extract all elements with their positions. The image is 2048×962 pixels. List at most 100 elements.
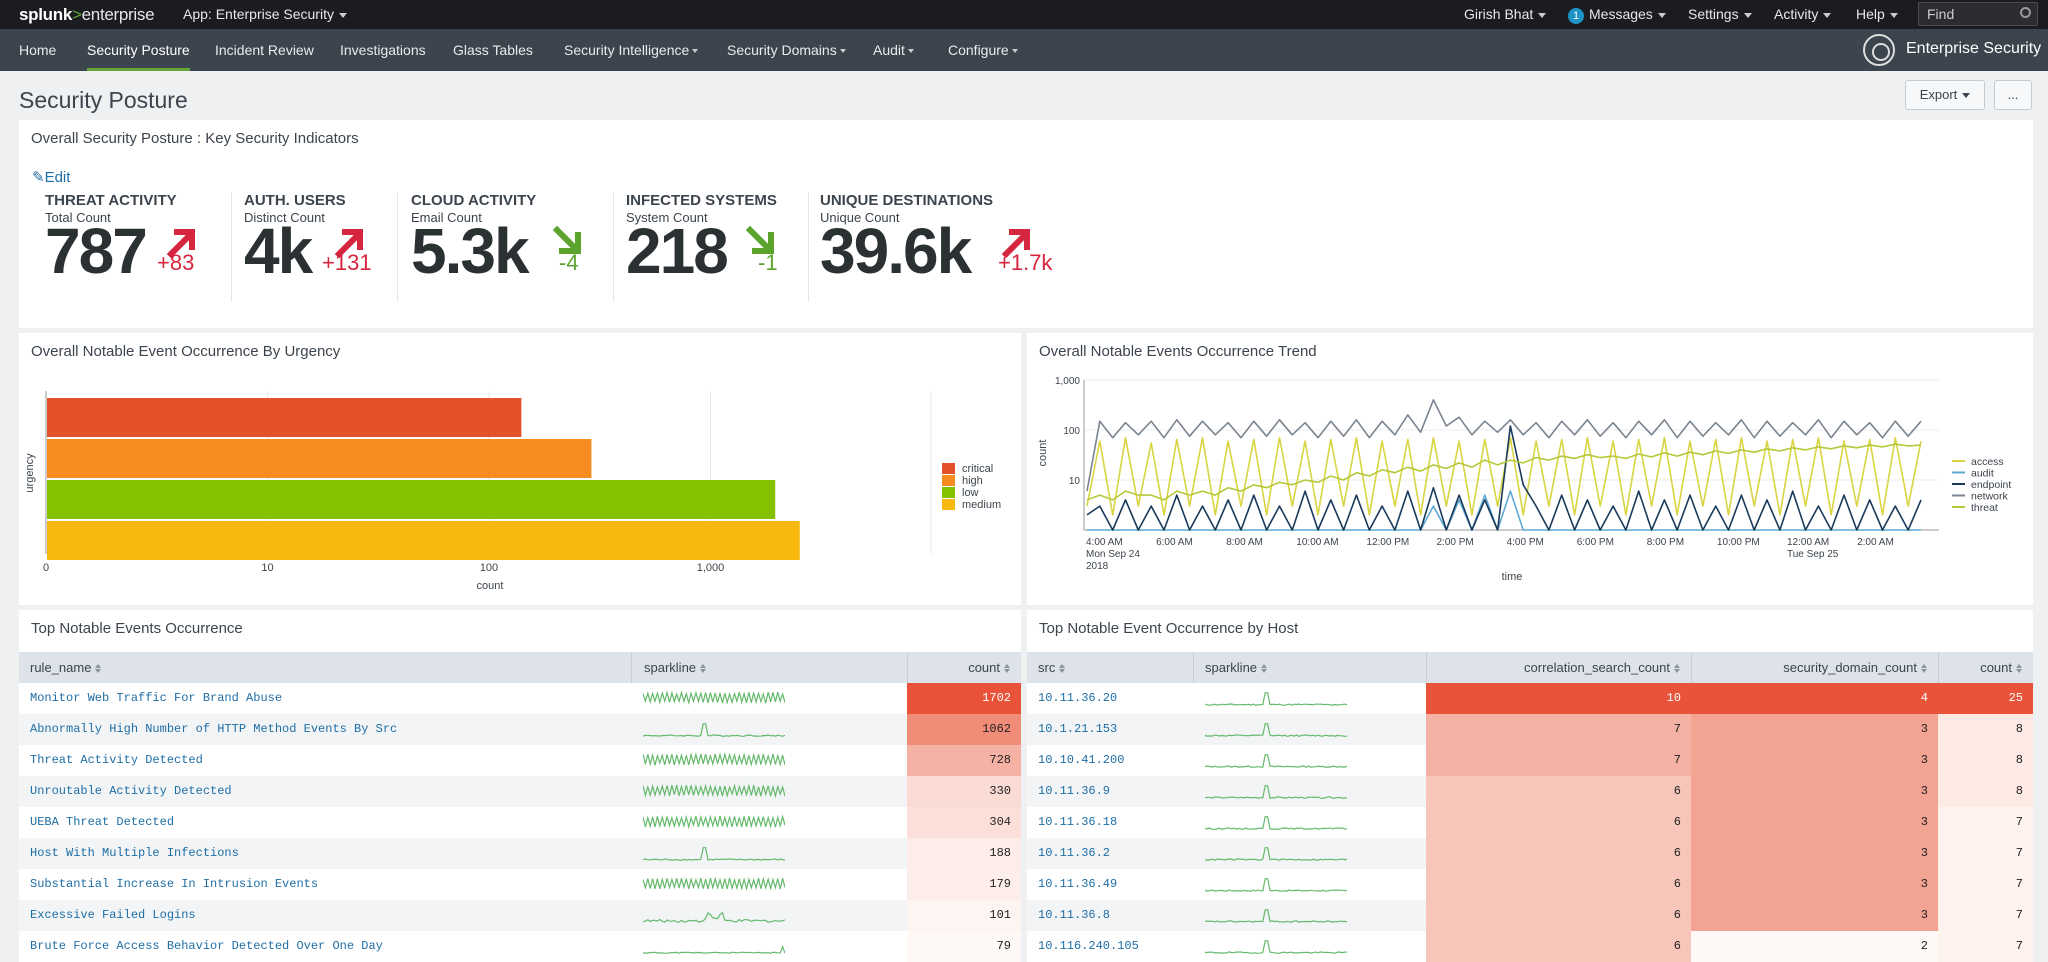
- table-row[interactable]: 10.11.36.18 6 3 7: [1027, 807, 2033, 838]
- table-row[interactable]: 10.11.36.49 6 3 7: [1027, 869, 2033, 900]
- top-bar: splunk>enterprise App: Enterprise Securi…: [0, 0, 2048, 29]
- rule-name-link[interactable]: Brute Force Access Behavior Detected Ove…: [30, 939, 383, 953]
- bar-medium: [47, 521, 800, 560]
- src-link[interactable]: 10.11.36.2: [1038, 846, 1111, 860]
- column-header-sparkline[interactable]: sparkline: [1193, 652, 1426, 683]
- table-row[interactable]: Unroutable Activity Detected 330: [19, 776, 1021, 807]
- table-row[interactable]: 10.10.41.200 7 3 8: [1027, 745, 2033, 776]
- messages-menu[interactable]: 1 Messages: [1568, 6, 1666, 24]
- table-row[interactable]: 10.11.36.20 10 4 25: [1027, 683, 2033, 714]
- sparkline-line: [1205, 785, 1348, 799]
- sparkline-chart: [643, 911, 786, 923]
- bar-critical: [47, 398, 522, 437]
- src-link[interactable]: 10.116.240.105: [1038, 939, 1139, 953]
- nav-glass-tables[interactable]: Glass Tables: [453, 42, 533, 58]
- table-row[interactable]: 10.11.36.9 6 3 8: [1027, 776, 2033, 807]
- sort-icon: [700, 664, 707, 674]
- app-menu[interactable]: App: Enterprise Security: [183, 6, 347, 22]
- table-row[interactable]: Abnormally High Number of HTTP Method Ev…: [19, 714, 1021, 745]
- nav-home[interactable]: Home: [19, 42, 57, 58]
- sparkline-chart: [1205, 940, 1347, 954]
- rule-name-link[interactable]: UEBA Threat Detected: [30, 815, 175, 829]
- kpi-unique-destinations[interactable]: UNIQUE DESTINATIONS Unique Count 39.6k +…: [820, 192, 1052, 302]
- table-row[interactable]: 10.11.36.2 6 3 7: [1027, 838, 2033, 869]
- search-icon[interactable]: [2020, 7, 2031, 18]
- rule-name-link[interactable]: Abnormally High Number of HTTP Method Ev…: [30, 722, 398, 736]
- src-link[interactable]: 10.1.21.153: [1038, 722, 1118, 736]
- count-cell: 101: [907, 900, 1021, 931]
- rule-name-link[interactable]: Unroutable Activity Detected: [30, 784, 232, 798]
- find-input[interactable]: Find: [1918, 2, 2038, 26]
- nav-security-intelligence[interactable]: Security Intelligence: [564, 42, 699, 58]
- rule-name-link[interactable]: Monitor Web Traffic For Brand Abuse: [30, 691, 283, 705]
- src-link[interactable]: 10.11.36.49: [1038, 877, 1118, 891]
- nav-investigations[interactable]: Investigations: [340, 42, 426, 58]
- rule-name-link[interactable]: Excessive Failed Logins: [30, 908, 196, 922]
- kpi-subtitle: Total Count: [45, 210, 111, 225]
- count-cell: 8: [1938, 714, 2033, 745]
- x-tick-label: 10: [261, 562, 273, 574]
- column-header-rule-name[interactable]: rule_name: [19, 652, 631, 683]
- column-header-count[interactable]: count: [1938, 652, 2033, 683]
- rule-name-link[interactable]: Substantial Increase In Intrusion Events: [30, 877, 319, 891]
- table-row[interactable]: Monitor Web Traffic For Brand Abuse 1702: [19, 683, 1021, 714]
- nav-security-domains[interactable]: Security Domains: [727, 42, 846, 58]
- src-link[interactable]: 10.11.36.18: [1038, 815, 1118, 829]
- x-tick-label: 10:00 AM: [1296, 537, 1338, 548]
- kpi-threat-activity[interactable]: THREAT ACTIVITY Total Count 787 +83: [45, 192, 196, 302]
- rule-name-link[interactable]: Threat Activity Detected: [30, 753, 203, 767]
- table-row[interactable]: 10.116.240.105 6 2 7: [1027, 931, 2033, 962]
- more-actions-button[interactable]: ...: [1994, 80, 2032, 110]
- app-brand-title: Enterprise Security: [1906, 40, 2042, 57]
- kpi-infected-systems[interactable]: INFECTED SYSTEMS System Count 218 -1: [626, 192, 778, 302]
- correlation-search-count-cell: 6: [1426, 869, 1691, 900]
- count-cell: 7: [1938, 807, 2033, 838]
- table-row[interactable]: Threat Activity Detected 728: [19, 745, 1021, 776]
- column-header-security-domain-count[interactable]: security_domain_count: [1691, 652, 1938, 683]
- divider: [231, 192, 232, 302]
- user-menu[interactable]: Girish Bhat: [1464, 6, 1547, 22]
- kpi-subtitle: Email Count: [411, 210, 482, 225]
- splunk-logo[interactable]: splunk>enterprise: [19, 5, 155, 24]
- src-link[interactable]: 10.11.36.9: [1038, 784, 1111, 798]
- y-axis-label: urgency: [24, 453, 36, 493]
- nav-security-posture[interactable]: Security Posture: [87, 42, 190, 71]
- column-header-correlation-search-count[interactable]: correlation_search_count: [1426, 652, 1691, 683]
- correlation-search-count-cell: 10: [1426, 683, 1691, 714]
- table-row[interactable]: Brute Force Access Behavior Detected Ove…: [19, 931, 1021, 962]
- activity-menu[interactable]: Activity: [1774, 6, 1832, 22]
- correlation-search-count-cell: 6: [1426, 776, 1691, 807]
- edit-link[interactable]: ✎Edit: [32, 169, 71, 186]
- settings-menu[interactable]: Settings: [1688, 6, 1752, 22]
- sparkline-line: [1205, 940, 1347, 954]
- sparkline-line: [1205, 878, 1348, 892]
- kpi-cloud-activity[interactable]: CLOUD ACTIVITY Email Count 5.3k -4: [411, 192, 582, 302]
- security-domain-count-cell: 2: [1691, 931, 1938, 962]
- kpi-subtitle: System Count: [626, 210, 708, 225]
- nav-configure[interactable]: Configure: [948, 42, 1018, 58]
- src-link[interactable]: 10.11.36.20: [1038, 691, 1118, 705]
- help-menu[interactable]: Help: [1856, 6, 1898, 22]
- table-row[interactable]: UEBA Threat Detected 304: [19, 807, 1021, 838]
- table-row[interactable]: 10.1.21.153 7 3 8: [1027, 714, 2033, 745]
- table-row[interactable]: 10.11.36.8 6 3 7: [1027, 900, 2033, 931]
- table-row[interactable]: Host With Multiple Infections 188: [19, 838, 1021, 869]
- column-header-src[interactable]: src: [1027, 652, 1193, 683]
- legend-swatch: [942, 487, 955, 498]
- bar-low: [47, 480, 776, 519]
- count-cell: 7: [1938, 838, 2033, 869]
- kpi-delta: -4: [559, 250, 579, 275]
- export-button[interactable]: Export: [1905, 80, 1985, 110]
- src-link[interactable]: 10.11.36.8: [1038, 908, 1111, 922]
- nav-incident-review[interactable]: Incident Review: [215, 42, 314, 58]
- table-row[interactable]: Excessive Failed Logins 101: [19, 900, 1021, 931]
- src-link[interactable]: 10.10.41.200: [1038, 753, 1125, 767]
- column-header-count[interactable]: count: [907, 652, 1021, 683]
- kpi-auth-users[interactable]: AUTH. USERS Distinct Count 4k +131: [244, 192, 372, 302]
- table-row[interactable]: Substantial Increase In Intrusion Events…: [19, 869, 1021, 900]
- rule-name-link[interactable]: Host With Multiple Infections: [30, 846, 239, 860]
- column-header-sparkline[interactable]: sparkline: [631, 652, 907, 683]
- count-cell: 304: [907, 807, 1021, 838]
- nav-audit[interactable]: Audit: [873, 42, 914, 58]
